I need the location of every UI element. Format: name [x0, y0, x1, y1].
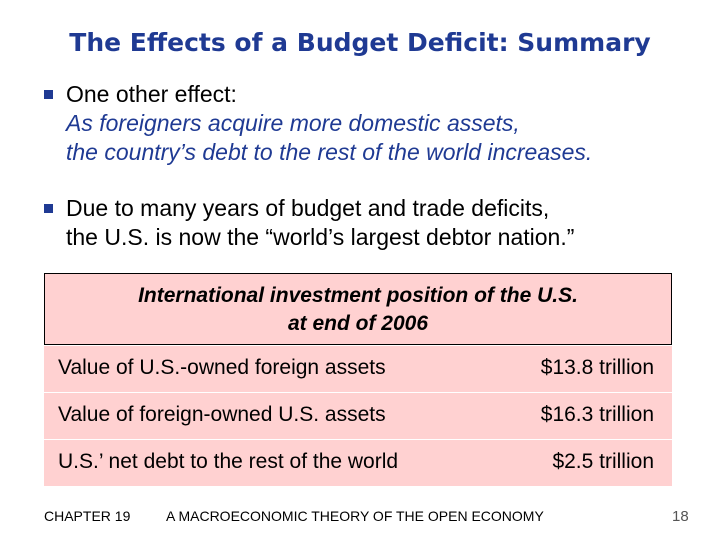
row-label: U.S.’ net debt to the rest of the world [58, 450, 399, 473]
row-value: $2.5 trillion [552, 450, 654, 473]
bullet-2: Due to many years of budget and trade de… [66, 194, 574, 252]
row-divider [44, 392, 672, 393]
bullet-marker-2 [44, 204, 53, 213]
bullet-2-line2: the U.S. is now the “world’s largest deb… [66, 224, 575, 250]
footer-book-title: A MACROECONOMIC THEORY OF THE OPEN ECONO… [166, 508, 544, 524]
row-value: $16.3 trillion [540, 403, 654, 426]
row-label: Value of foreign-owned U.S. assets [58, 403, 386, 426]
table-header-line1: International investment position of the… [138, 284, 578, 307]
bullet-1-line2: As foreigners acquire more domestic asse… [66, 110, 520, 136]
row-divider [44, 439, 672, 440]
table-row: U.S.’ net debt to the rest of the world … [44, 440, 672, 486]
bullet-1: One other effect: As foreigners acquire … [66, 80, 592, 167]
bullet-marker-1 [44, 90, 53, 99]
bullet-1-lead: One other effect: [66, 81, 237, 107]
bullet-1-line3: the country’s debt to the rest of the wo… [66, 139, 593, 165]
table-row: Value of foreign-owned U.S. assets $16.3… [44, 393, 672, 439]
footer-chapter: CHAPTER 19 [44, 508, 131, 524]
bullet-2-line1: Due to many years of budget and trade de… [66, 195, 550, 221]
slide-title: The Effects of a Budget Deficit: Summary [69, 28, 651, 57]
table-row: Value of U.S.-owned foreign assets $13.8… [44, 346, 672, 392]
page-number: 18 [672, 508, 689, 525]
row-value: $13.8 trillion [540, 356, 654, 379]
table-header: International investment position of the… [44, 273, 672, 345]
table-header-line2: at end of 2006 [287, 312, 429, 335]
investment-position-table: International investment position of the… [44, 273, 672, 486]
row-label: Value of U.S.-owned foreign assets [58, 356, 386, 379]
